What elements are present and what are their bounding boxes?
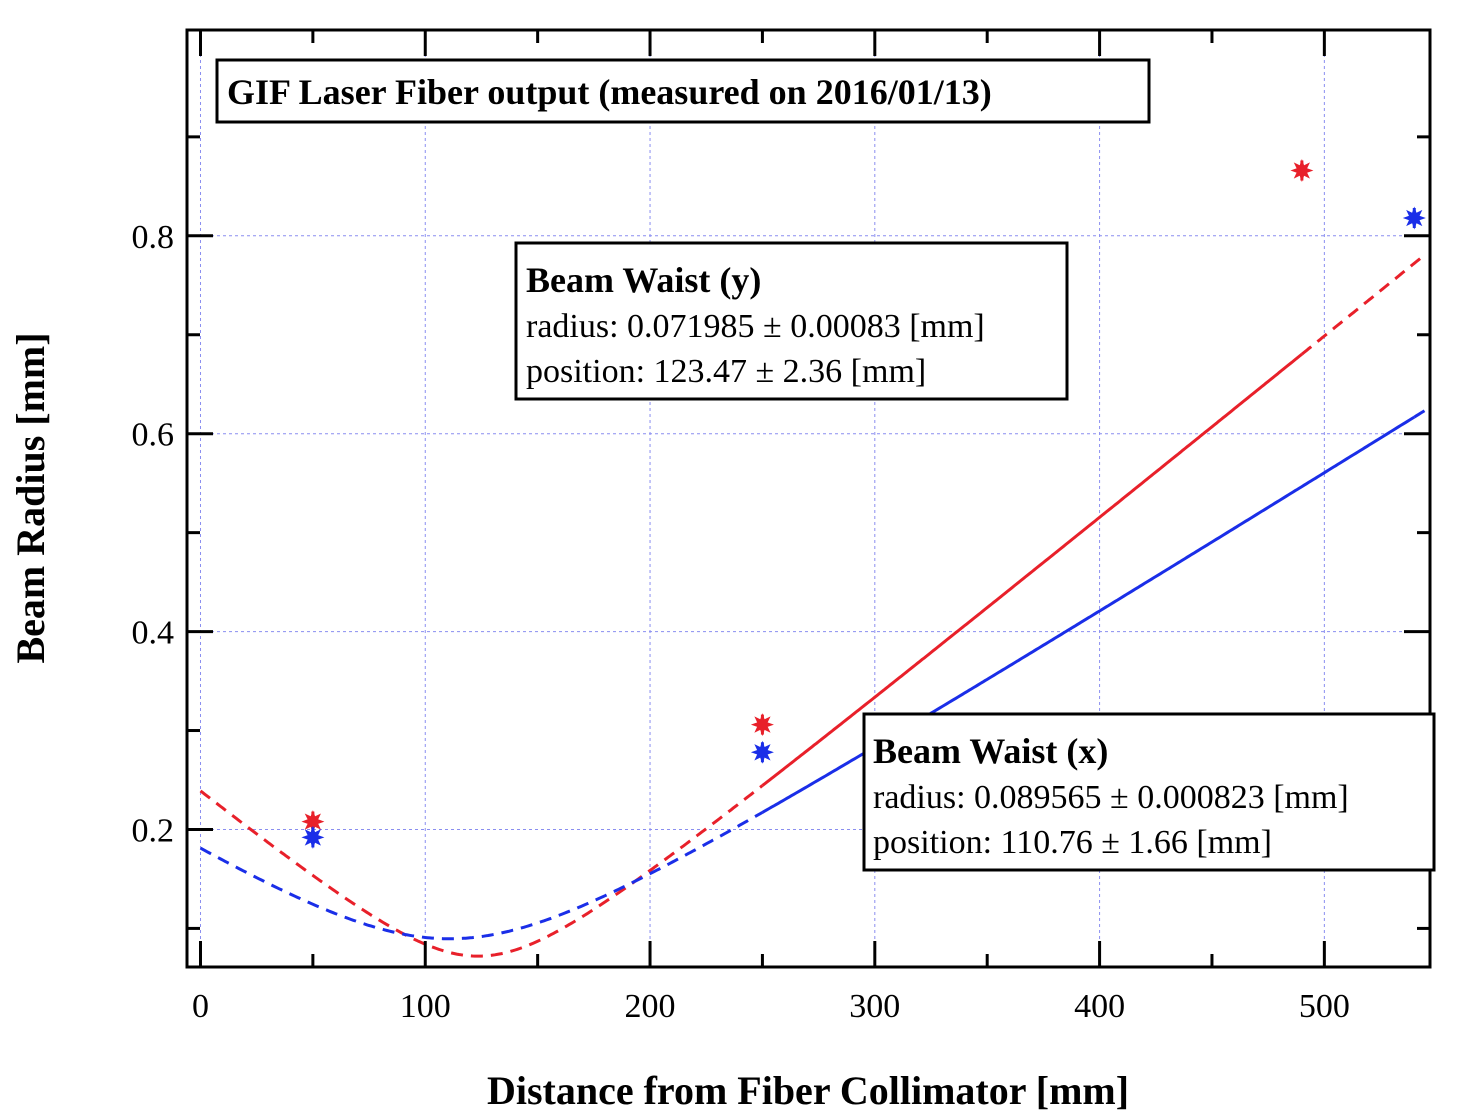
x-axis-title: Distance from Fiber Collimator [mm] <box>487 1068 1129 1113</box>
beam-waist-x-title: Beam Waist (x) <box>873 731 1108 771</box>
beam-waist-x-position: position: 110.76 ± 1.66 [mm] <box>873 824 1272 861</box>
beam-waist-x-radius: radius: 0.089565 ± 0.000823 [mm] <box>873 779 1349 816</box>
chart-title-box: GIF Laser Fiber output (measured on 2016… <box>215 58 1151 124</box>
data-point-series-1-point-1 <box>750 740 774 764</box>
y-tick-label: 0.6 <box>132 417 175 454</box>
beam-waist-y-position: position: 123.47 ± 2.36 [mm] <box>526 353 926 390</box>
y-tick-label: 0.8 <box>132 219 175 256</box>
grid-lines <box>187 30 1430 967</box>
fit-curve-series-0-segment-0 <box>199 784 764 958</box>
x-tick-label: 400 <box>1074 988 1125 1025</box>
data-points <box>301 158 1426 849</box>
data-point-series-1-point-0 <box>301 825 325 849</box>
data-point-series-0-point-1 <box>750 713 774 737</box>
y-tick-label: 0.2 <box>132 812 175 849</box>
beam-waist-x-box: Beam Waist (x) radius: 0.089565 ± 0.0008… <box>862 712 1436 872</box>
data-point-series-0-point-2 <box>1290 158 1314 183</box>
chart-title: GIF Laser Fiber output (measured on 2016… <box>227 72 992 112</box>
data-point-series-1-point-2 <box>1402 206 1426 230</box>
beam-waist-y-box: Beam Waist (y) radius: 0.071985 ± 0.0008… <box>514 241 1069 401</box>
data-point-series-0-point-0 <box>301 810 325 834</box>
fit-curve-series-1-segment-0 <box>199 811 764 941</box>
axis-ticks: 0 100 200 300 400 500 0.2 0.4 0.6 0.8 <box>132 30 1430 1025</box>
fit-curve-series-0-segment-2 <box>1300 253 1427 356</box>
fit-curve-series-0-segment-1 <box>761 353 1303 787</box>
beam-waist-y-radius: radius: 0.071985 ± 0.00083 [mm] <box>526 308 985 345</box>
fit-curve-series-1-segment-2 <box>1413 408 1427 419</box>
x-tick-label: 500 <box>1299 988 1350 1025</box>
x-tick-label: 0 <box>192 988 209 1025</box>
y-axis-title: Beam Radius [mm] <box>8 332 53 663</box>
beam-waist-y-title: Beam Waist (y) <box>526 260 761 300</box>
x-tick-label: 100 <box>400 988 451 1025</box>
x-tick-label: 300 <box>849 988 900 1025</box>
plot-frame <box>185 28 1432 969</box>
x-tick-label: 200 <box>625 988 676 1025</box>
y-tick-label: 0.4 <box>132 615 175 652</box>
